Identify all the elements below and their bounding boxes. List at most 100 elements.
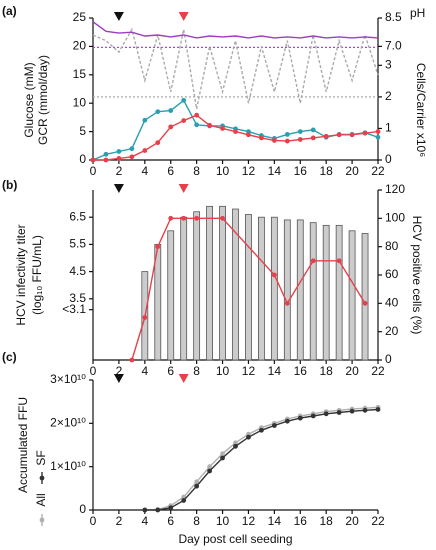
data-point (323, 411, 329, 417)
series-line (144, 408, 379, 511)
y-tick-label: 0 (79, 502, 86, 516)
x-tick-label: 18 (320, 514, 334, 528)
x-tick-label: 16 (294, 514, 308, 528)
data-point (310, 413, 316, 419)
data-point (349, 408, 355, 414)
x-tick-label: 6 (167, 364, 174, 378)
y2-tick-label: 1 (385, 121, 392, 135)
data-point (194, 483, 200, 489)
data-point (90, 157, 96, 163)
y-tick-label: 3×10¹⁰ (50, 372, 86, 386)
panel-label: (b) (2, 178, 17, 192)
data-point (323, 133, 329, 139)
data-point (362, 407, 368, 413)
data-point (375, 129, 381, 135)
panel-label: (c) (2, 350, 17, 364)
bar (193, 211, 201, 361)
y2-axis-label: Cells/Carrier x10⁶ (414, 63, 428, 157)
y2-tick-label: 80 (385, 239, 399, 253)
data-point (259, 135, 264, 141)
legend-label: All (34, 493, 48, 506)
data-point (362, 130, 368, 136)
bar (232, 208, 239, 361)
bar (296, 219, 304, 361)
y-axis-label: Accumulated FFU (16, 397, 30, 493)
data-point (103, 157, 109, 163)
bar (180, 216, 188, 361)
x-tick-label: 12 (242, 364, 256, 378)
data-point (142, 315, 148, 320)
x-tick-label: 20 (345, 364, 359, 378)
y-axis-label: (log₁₀ FFU/mL) (30, 235, 44, 315)
day-marker (178, 12, 189, 21)
data-point (129, 154, 135, 160)
day-marker (113, 12, 124, 21)
x-tick-label: 16 (294, 364, 308, 378)
y3-tick-label: 8.5 (385, 10, 402, 24)
bar (245, 214, 252, 361)
data-point (362, 300, 368, 306)
bar (167, 230, 175, 361)
data-point (220, 126, 225, 131)
day-marker (178, 374, 189, 383)
day-marker (178, 184, 189, 193)
data-point (194, 112, 200, 118)
y-tick-label: 2×10¹⁰ (50, 416, 86, 430)
bar (219, 205, 226, 361)
y2-tick-label: 3 (385, 58, 392, 72)
data-point (129, 357, 135, 363)
y2-tick-label: 2 (385, 89, 392, 103)
series-line (92, 21, 379, 39)
data-point (233, 440, 238, 446)
data-point (336, 410, 342, 415)
series-line (92, 27, 379, 110)
data-point (181, 118, 187, 123)
x-tick-label: 22 (371, 364, 385, 378)
data-point (220, 215, 225, 221)
data-point (375, 407, 381, 412)
panel-label: (a) (2, 4, 17, 18)
y2-tick-label: 60 (385, 267, 399, 281)
data-point (168, 124, 174, 130)
data-point (246, 434, 251, 440)
series-line (144, 406, 379, 511)
data-point (181, 97, 187, 103)
data-point (310, 258, 316, 264)
data-point (336, 258, 342, 264)
bar (322, 224, 330, 361)
y3-tick-label: 7.0 (385, 39, 402, 53)
y2-tick-label: 40 (385, 296, 399, 310)
data-point (194, 122, 200, 128)
data-point (168, 108, 174, 113)
x-tick-label: 14 (268, 364, 282, 378)
y-tick-label: 6.5 (69, 209, 86, 223)
y2-tick-label: 20 (385, 324, 399, 338)
x-tick-label: 4 (141, 364, 148, 378)
x-tick-label: 22 (371, 514, 385, 528)
data-point (271, 272, 277, 278)
y-tick-label: <3.1 (62, 302, 86, 316)
data-point (155, 244, 161, 250)
x-tick-label: 16 (294, 164, 308, 178)
x-tick-label: 8 (193, 364, 200, 378)
data-point (336, 132, 342, 138)
series-line (131, 217, 366, 361)
legend-marker (39, 517, 45, 523)
x-tick-label: 8 (193, 514, 200, 528)
data-point (207, 464, 212, 470)
y-tick-label: 0 (79, 152, 86, 166)
x-tick-label: 18 (320, 164, 334, 178)
x-tick-label: 2 (116, 164, 123, 178)
data-point (168, 505, 174, 511)
data-point (116, 156, 122, 161)
x-tick-label: 14 (268, 164, 282, 178)
x-tick-label: 12 (242, 164, 256, 178)
data-point (310, 135, 316, 141)
y-tick-label: 5 (79, 124, 86, 138)
data-point (181, 498, 187, 503)
data-point (155, 507, 161, 513)
data-point (375, 134, 381, 140)
x-tick-label: 22 (371, 164, 385, 178)
y2-tick-label: 100 (385, 211, 405, 225)
